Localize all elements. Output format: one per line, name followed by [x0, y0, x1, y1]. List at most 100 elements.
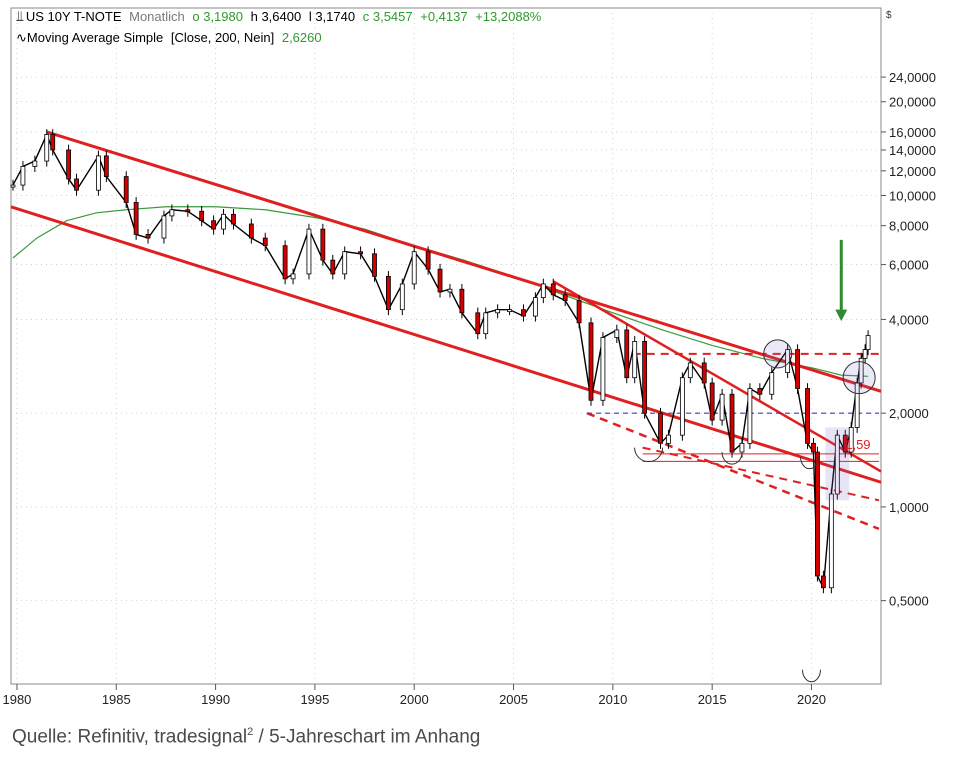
candle-body [507, 309, 512, 313]
candle-body [701, 362, 707, 384]
source-footer: Quelle: Refinitiv, tradesignal2 / 5-Jahr… [12, 726, 480, 748]
footer-superscript: 2 [247, 726, 254, 738]
candle-body [521, 309, 526, 317]
candle-body [805, 388, 810, 444]
candle-body [862, 349, 868, 359]
candle-body [687, 362, 693, 379]
y-tick-label: 0,5000 [889, 594, 929, 609]
candle-body [483, 312, 489, 335]
candle-body [385, 275, 391, 311]
candle-body [290, 273, 296, 280]
x-tick-label: 2000 [400, 692, 429, 707]
lower-dashed-channel [586, 412, 880, 531]
candle-body [642, 341, 648, 414]
y-tick-label: 24,0000 [889, 70, 936, 85]
legend-low: l 3,1740 [308, 9, 356, 24]
candle-body [719, 393, 725, 421]
y-tick-label: 10,0000 [889, 188, 936, 203]
chart-area: 1,59 0,5000 1,0000 2,0000 4,0000 6,0000 8,000… [2, 7, 936, 707]
candle-body [161, 215, 167, 239]
candle-body [399, 283, 405, 311]
candle-body [123, 176, 129, 203]
candle-body [50, 134, 56, 151]
x-tick-label: 1985 [102, 692, 131, 707]
x-tick-label: 2015 [698, 692, 727, 707]
candle-body [32, 160, 38, 167]
candle-body [811, 442, 816, 453]
candle-body [330, 259, 336, 275]
candle-body [834, 434, 840, 495]
candle-body [815, 451, 820, 577]
x-tick-label: 2010 [598, 692, 627, 707]
legend-open: o 3,1980 [192, 9, 243, 24]
bottom-arc [721, 452, 743, 465]
candle-body [185, 209, 191, 213]
x-tick-label: 1990 [201, 692, 230, 707]
candle-body [10, 184, 16, 188]
candle-body [199, 210, 205, 222]
candle-body [865, 335, 871, 351]
footer-text: Quelle: Refinitiv, tradesignal [12, 726, 248, 748]
footer-text-after: / 5-Jahreschart im Anhang [253, 726, 481, 748]
candle-body [540, 283, 546, 299]
legend-high: h 3,6400 [250, 9, 302, 24]
legend-period: Monatlich [129, 9, 185, 24]
candle-body [658, 412, 663, 444]
y-tick-label: 1,0000 [889, 500, 929, 515]
candle-body [66, 149, 72, 180]
legend-change-pct: +13,2088% [475, 9, 542, 24]
candle-body [221, 213, 226, 230]
candle-body [795, 349, 800, 389]
x-tick-label: 2005 [499, 692, 528, 707]
upper-channel-line [46, 130, 882, 393]
candle-body [44, 134, 50, 162]
candle-body [437, 268, 443, 293]
candle-body [306, 228, 312, 275]
y-tick-label: 6,0000 [889, 258, 929, 273]
candle-body [842, 434, 848, 453]
candle-body [858, 357, 864, 384]
candle-body [103, 155, 109, 177]
highlight-circle [763, 339, 793, 369]
candle-body [614, 329, 620, 338]
candle-body [475, 312, 481, 335]
bottom-arc [799, 456, 819, 470]
bottom-arc [801, 669, 821, 683]
candle-body [747, 388, 753, 444]
candle-body [169, 209, 175, 217]
candle-body [562, 294, 568, 301]
highlight-box [825, 427, 850, 501]
bar-chart-icon: ⫫ [16, 8, 24, 24]
candle-body [231, 213, 236, 225]
candle-body [532, 297, 538, 317]
x-tick-label: 1995 [300, 692, 329, 707]
candle-body [425, 251, 431, 270]
legend-ma: ∿Moving Average Simple [Close, 200, Nein… [16, 30, 326, 46]
y-tick-label: 2,0000 [889, 406, 929, 421]
legend-close: c 3,5457 [362, 9, 413, 24]
inner-trendline [552, 280, 882, 473]
candle-body [624, 329, 630, 379]
down-arrow-head [835, 309, 848, 322]
candle-body [282, 245, 288, 280]
candle-body [600, 337, 606, 401]
candle-body [757, 388, 763, 395]
legend-price: ⫫ US 10Y T-NOTE Monatlich o 3,1980 h 3,64… [16, 8, 545, 25]
legend-ma-label: Moving Average Simple [26, 30, 164, 45]
candle-body [820, 575, 826, 589]
candle-body [411, 251, 417, 285]
candle-body [588, 322, 594, 401]
chart-svg: 1,59 0,5000 1,0000 2,0000 4,0000 6,0000 8,000… [2, 7, 936, 707]
candle-body [320, 228, 326, 261]
level-label: 1,59 [845, 437, 870, 452]
candle-body [133, 202, 139, 235]
candle-body [739, 442, 745, 453]
candle-body [576, 300, 582, 324]
legend-change: +0,4137 [420, 9, 468, 24]
candle-body [74, 178, 79, 191]
highlight-circle [842, 361, 876, 395]
candle-body [495, 309, 501, 314]
candle-body [95, 155, 101, 191]
x-tick-label: 2020 [797, 692, 826, 707]
candle-body [550, 283, 556, 296]
